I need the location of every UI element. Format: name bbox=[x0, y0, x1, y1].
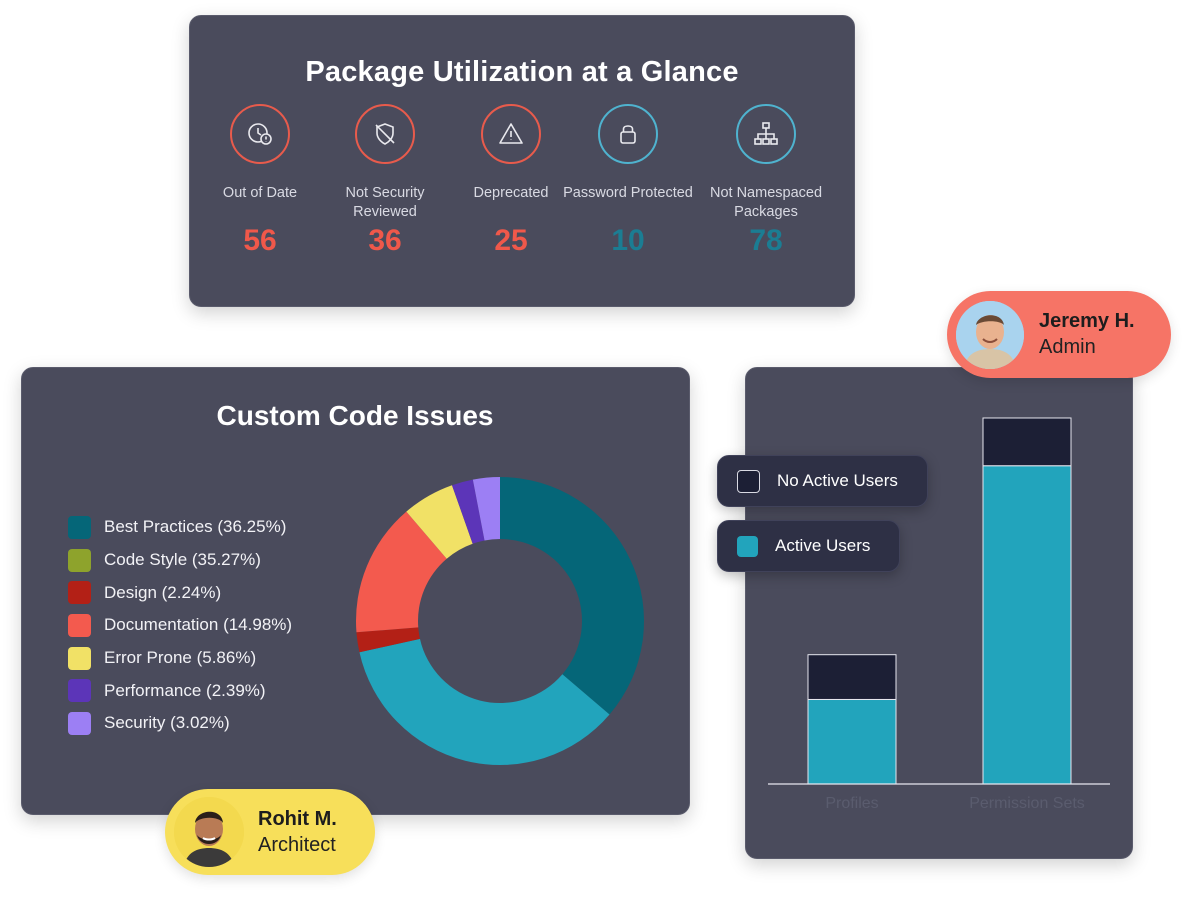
user-info: Jeremy H. Admin bbox=[1039, 310, 1135, 359]
metric-out-of-date[interactable]: Out of Date 56 bbox=[190, 104, 330, 258]
legend-item[interactable]: Design (2.24%) bbox=[68, 576, 292, 609]
legend-active-users[interactable]: Active Users bbox=[717, 520, 900, 572]
donut-slice[interactable] bbox=[356, 511, 447, 633]
lock-icon bbox=[598, 104, 658, 164]
legend-label: Active Users bbox=[775, 536, 871, 555]
user-name: Jeremy H. bbox=[1039, 310, 1135, 332]
legend-swatch bbox=[68, 646, 91, 670]
donut-slice[interactable] bbox=[451, 479, 485, 544]
legend-item[interactable]: Performance (2.39%) bbox=[68, 674, 292, 707]
user-badge-rohit: Rohit M. Architect bbox=[165, 789, 375, 875]
clock-alert-icon bbox=[230, 104, 290, 164]
metric-value: 56 bbox=[243, 224, 277, 257]
metric-value: 36 bbox=[368, 224, 402, 257]
metric-label: Not Namespaced Packages bbox=[709, 185, 823, 220]
legend-label: Documentation (14.98%) bbox=[104, 615, 293, 635]
legend-swatch bbox=[68, 548, 91, 572]
legend-item[interactable]: Security (3.02%) bbox=[68, 707, 292, 740]
legend-label: Security (3.02%) bbox=[104, 713, 230, 733]
legend-label: Performance (2.39%) bbox=[104, 680, 266, 700]
legend-item[interactable]: Documentation (14.98%) bbox=[68, 609, 292, 642]
metric-label: Not Security Reviewed bbox=[345, 185, 425, 220]
legend-label: Design (2.24%) bbox=[104, 582, 222, 602]
bar-segment[interactable] bbox=[807, 698, 897, 785]
users-bar-chart: Profiles Permission Sets bbox=[768, 417, 1110, 812]
user-name: Rohit M. bbox=[258, 807, 337, 830]
avatar bbox=[174, 797, 244, 867]
user-role: Admin bbox=[1039, 336, 1096, 358]
legend-swatch bbox=[68, 515, 91, 539]
legend-label: Code Style (35.27%) bbox=[104, 550, 261, 570]
metric-not-security-reviewed[interactable]: Not Security Reviewed 36 bbox=[315, 104, 455, 258]
metric-value: 10 bbox=[611, 224, 645, 257]
metric-not-namespaced-packages[interactable]: Not Namespaced Packages 78 bbox=[696, 104, 836, 258]
legend-swatch bbox=[68, 613, 91, 637]
custom-code-issues-card: Custom Code Issues Best Practices (36.25… bbox=[21, 367, 690, 815]
donut-slice[interactable] bbox=[472, 477, 500, 541]
x-tick-label: Permission Sets bbox=[969, 795, 1085, 812]
legend-item[interactable]: Code Style (35.27%) bbox=[68, 544, 292, 577]
metric-value: 25 bbox=[494, 224, 528, 257]
hierarchy-icon bbox=[736, 104, 796, 164]
bar-segment[interactable] bbox=[807, 654, 897, 700]
metric-deprecated[interactable]: Deprecated 25 bbox=[441, 104, 581, 258]
legend-swatch-no-active bbox=[737, 469, 760, 493]
custom-code-donut-chart bbox=[356, 477, 644, 765]
user-badge-jeremy: Jeremy H. Admin bbox=[947, 291, 1171, 378]
metric-label: Deprecated bbox=[473, 185, 549, 201]
metric-label: Out of Date bbox=[222, 185, 298, 201]
avatar bbox=[956, 300, 1024, 369]
donut-legend: Best Practices (36.25%) Code Style (35.27… bbox=[68, 511, 292, 740]
x-tick-label: Profiles bbox=[825, 795, 878, 812]
donut-slice[interactable] bbox=[359, 638, 610, 765]
metric-label: Password Protected bbox=[563, 185, 693, 201]
person-avatar-icon bbox=[956, 300, 1024, 369]
legend-swatch bbox=[68, 711, 91, 735]
bar-segment[interactable] bbox=[982, 465, 1072, 785]
legend-item[interactable]: Best Practices (36.25%) bbox=[68, 511, 292, 544]
users-bar-chart-card: Profiles Permission Sets bbox=[745, 367, 1133, 859]
legend-no-active-users[interactable]: No Active Users bbox=[717, 455, 928, 507]
donut-slice[interactable] bbox=[356, 627, 420, 653]
warning-triangle-icon bbox=[481, 104, 541, 164]
legend-label: Best Practices (36.25%) bbox=[104, 517, 287, 537]
package-utilization-card: Package Utilization at a Glance Out of D… bbox=[189, 15, 855, 307]
person-avatar-icon bbox=[174, 797, 244, 867]
legend-swatch-active bbox=[737, 535, 758, 557]
user-info: Rohit M. Architect bbox=[258, 808, 337, 857]
code-card-title: Custom Code Issues bbox=[216, 400, 494, 431]
user-role: Architect bbox=[258, 833, 336, 856]
donut-slice[interactable] bbox=[406, 485, 473, 559]
package-card-title: Package Utilization at a Glance bbox=[305, 56, 739, 88]
legend-label: No Active Users bbox=[777, 471, 898, 490]
shield-off-icon bbox=[355, 104, 415, 164]
legend-item[interactable]: Error Prone (5.86%) bbox=[68, 642, 292, 675]
legend-swatch bbox=[68, 581, 91, 605]
bar-segment[interactable] bbox=[982, 417, 1072, 467]
metric-password-protected[interactable]: Password Protected 10 bbox=[558, 104, 698, 258]
donut-slice[interactable] bbox=[500, 477, 644, 715]
legend-swatch bbox=[68, 679, 91, 703]
metric-value: 78 bbox=[749, 224, 783, 257]
legend-label: Error Prone (5.86%) bbox=[104, 648, 257, 668]
